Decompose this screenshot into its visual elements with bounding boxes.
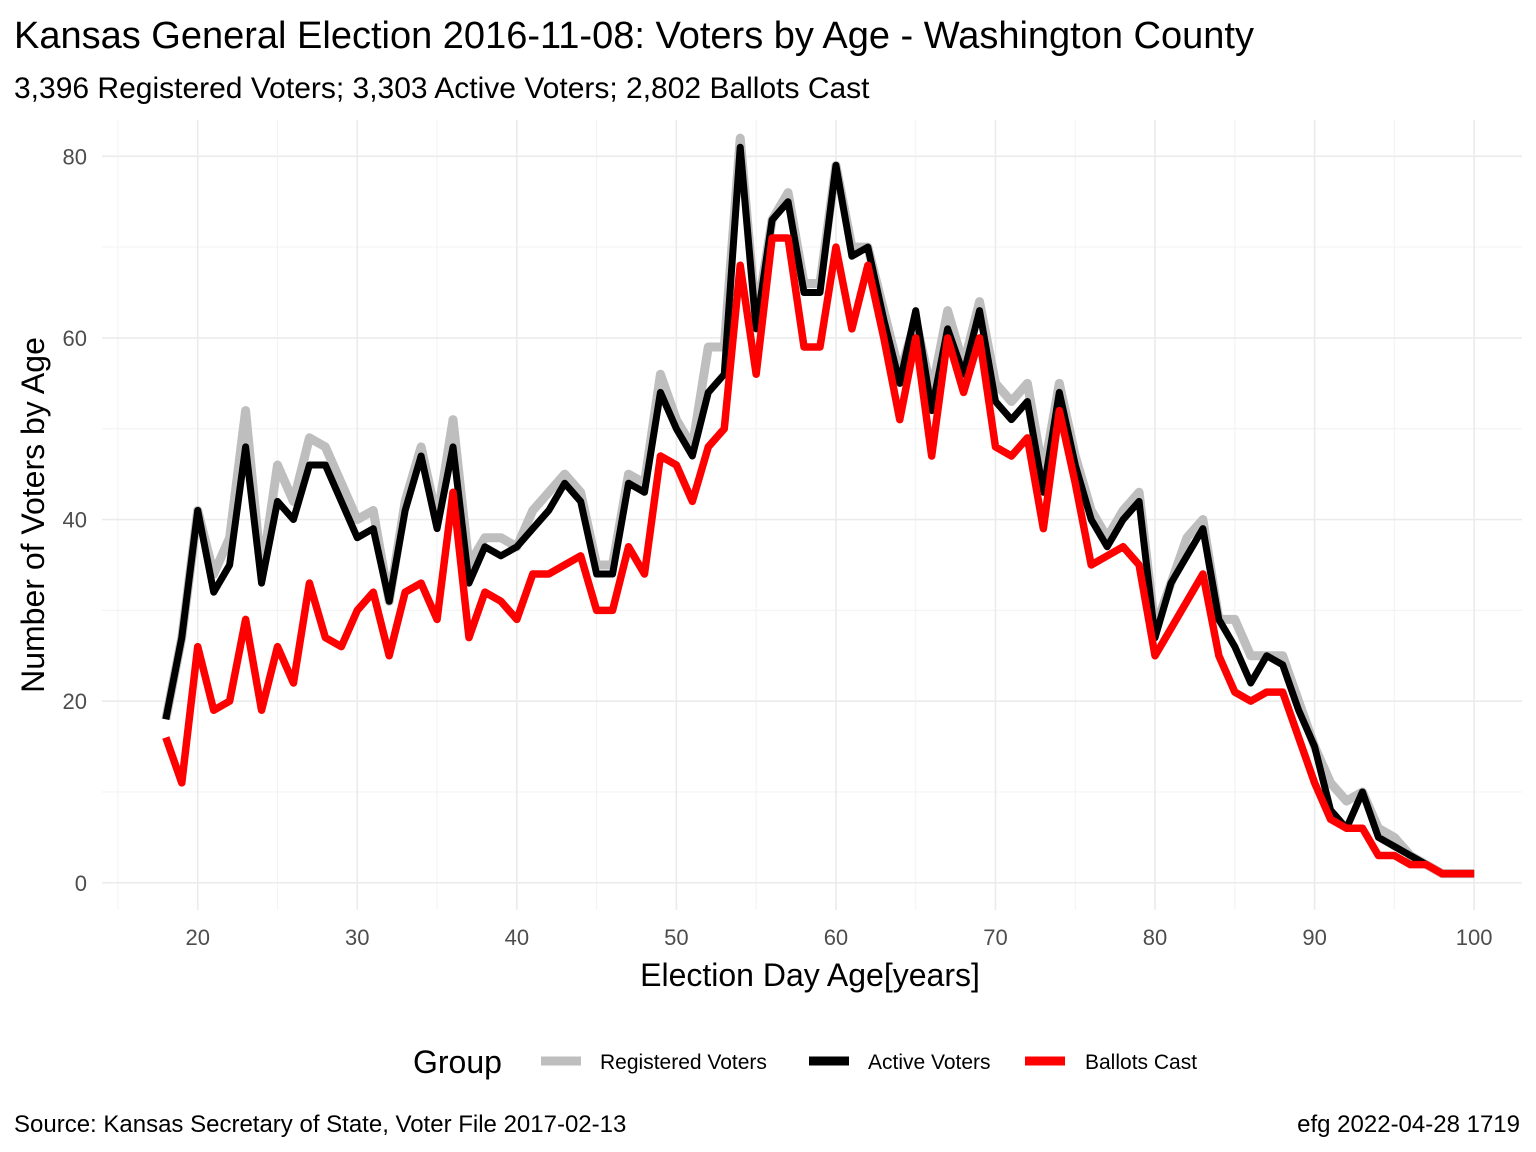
x-tick-label: 40 <box>505 925 529 950</box>
series-line-active-voters <box>162 143 1475 878</box>
x-tick-label: 50 <box>664 925 688 950</box>
chart-subtitle: 3,396 Registered Voters; 3,303 Active Vo… <box>14 72 870 105</box>
x-axis-title: Election Day Age[years] <box>640 957 980 993</box>
y-tick-labels: 0 20 40 60 80 <box>63 144 87 895</box>
x-tick-label: 60 <box>824 925 848 950</box>
series-line-ballots-cast <box>162 234 1475 878</box>
legend-label-ballots-cast: Ballots Cast <box>1085 1051 1197 1074</box>
legend-label-active-voters: Active Voters <box>868 1051 991 1074</box>
y-tick-label: 60 <box>63 326 87 351</box>
y-tick-label: 0 <box>75 871 87 896</box>
y-tick-label: 40 <box>63 508 87 533</box>
legend-label-registered-voters: Registered Voters <box>600 1051 767 1074</box>
series-lines <box>161 133 1475 879</box>
x-tick-label: 90 <box>1302 925 1326 950</box>
legend: Registered Voters Active Voters Ballots Ca… <box>541 1051 1197 1074</box>
x-tick-label: 70 <box>983 925 1007 950</box>
x-tick-labels: 20 30 40 50 60 70 80 90 100 <box>185 925 1492 950</box>
credit-caption: efg 2022-04-28 1719 <box>1297 1111 1520 1138</box>
y-tick-label: 20 <box>63 689 87 714</box>
x-tick-label: 30 <box>345 925 369 950</box>
x-tick-label: 80 <box>1143 925 1167 950</box>
y-axis-title: Number of Voters by Age <box>15 337 51 693</box>
x-tick-label: 100 <box>1456 925 1493 950</box>
x-tick-label: 20 <box>185 925 209 950</box>
y-tick-label: 80 <box>63 144 87 169</box>
source-caption: Source: Kansas Secretary of State, Voter… <box>14 1111 626 1138</box>
series-line-registered-voters <box>161 133 1475 879</box>
gridlines <box>102 120 1522 910</box>
legend-title: Group <box>413 1044 502 1080</box>
chart-title: Kansas General Election 2016-11-08: Vote… <box>14 15 1254 57</box>
